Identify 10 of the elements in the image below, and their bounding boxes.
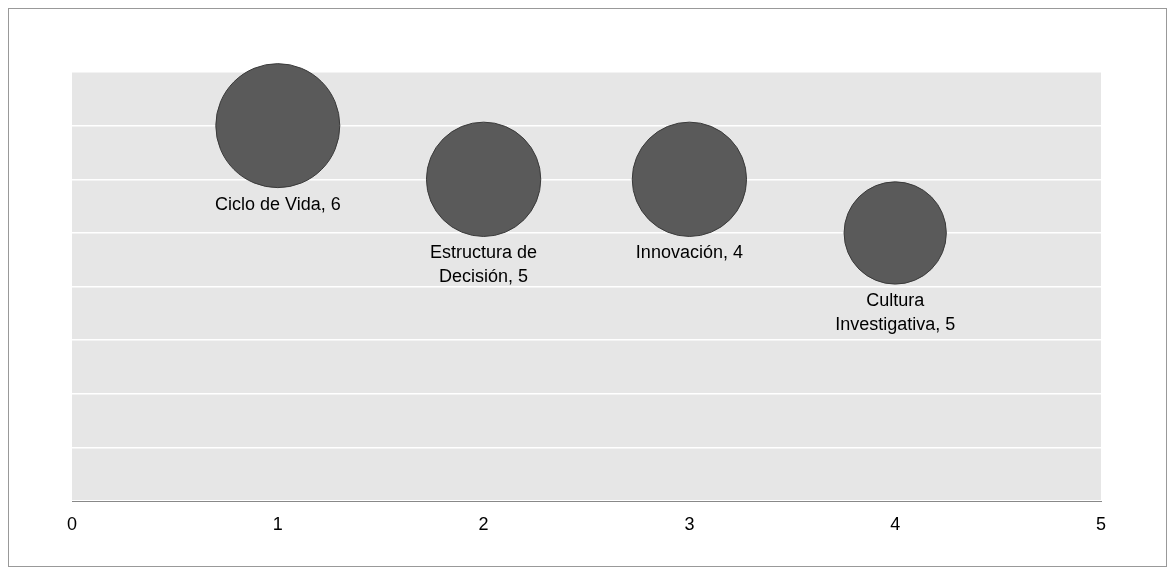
annotation: Ciclo de Vida, 6 xyxy=(214,193,341,214)
x-tick-label: 5 xyxy=(1095,513,1107,534)
annotation: Innovación, 4 xyxy=(635,242,743,263)
x-tick-label: 0 xyxy=(66,513,78,534)
annotation: Cultura Investigativa, 5 xyxy=(835,290,956,335)
x-tick-label: 4 xyxy=(890,513,901,534)
x-tick-label: 1 xyxy=(272,513,283,534)
x-tick-label: 2 xyxy=(478,513,489,534)
annotation: Estructura de Decisión, 5 xyxy=(430,242,538,287)
x-tick-label: 3 xyxy=(684,513,695,534)
